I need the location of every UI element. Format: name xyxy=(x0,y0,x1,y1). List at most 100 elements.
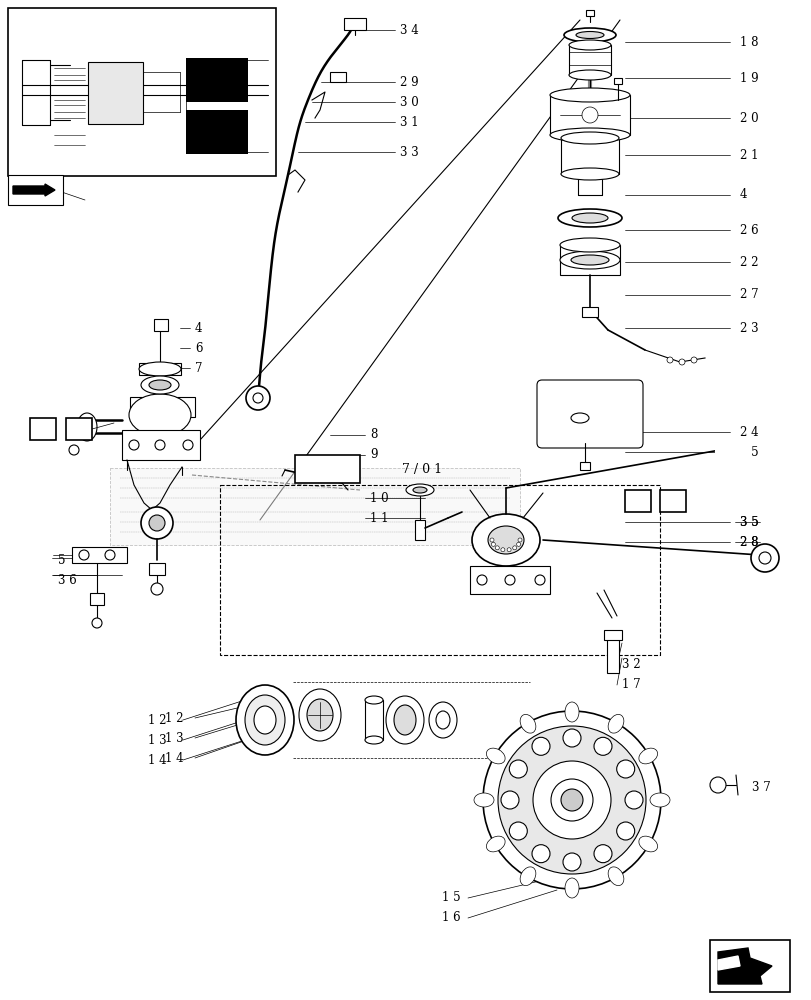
Circle shape xyxy=(624,791,642,809)
Ellipse shape xyxy=(254,706,276,734)
Bar xyxy=(8,175,63,205)
Text: 1: 1 xyxy=(39,422,46,436)
Ellipse shape xyxy=(483,711,660,889)
Circle shape xyxy=(594,845,611,863)
Text: 1 2: 1 2 xyxy=(165,712,183,724)
Circle shape xyxy=(512,546,516,550)
Bar xyxy=(470,566,549,594)
Circle shape xyxy=(500,791,518,809)
Text: 2 3: 2 3 xyxy=(739,322,757,334)
Ellipse shape xyxy=(474,793,493,807)
Circle shape xyxy=(476,575,487,585)
Text: 2: 2 xyxy=(668,494,676,508)
Circle shape xyxy=(500,548,504,552)
Circle shape xyxy=(508,822,526,840)
Text: 2 8: 2 8 xyxy=(739,536,757,548)
Circle shape xyxy=(155,440,165,450)
Polygon shape xyxy=(717,948,771,984)
Text: 6: 6 xyxy=(195,342,202,355)
Bar xyxy=(72,547,127,563)
Circle shape xyxy=(531,845,549,863)
Circle shape xyxy=(246,386,270,410)
Bar xyxy=(607,638,618,673)
Text: 3 0: 3 0 xyxy=(400,96,418,109)
Bar xyxy=(154,319,168,331)
Ellipse shape xyxy=(385,696,423,744)
Circle shape xyxy=(69,445,79,455)
Bar xyxy=(130,397,195,417)
Circle shape xyxy=(92,618,102,628)
Text: 2 4: 2 4 xyxy=(739,426,757,438)
Text: 3 4: 3 4 xyxy=(400,24,418,37)
Text: 2 6: 2 6 xyxy=(739,224,757,236)
Text: 3: 3 xyxy=(75,422,83,436)
Ellipse shape xyxy=(607,867,623,886)
Text: 7 / 0 1: 7 / 0 1 xyxy=(401,462,441,476)
Ellipse shape xyxy=(406,484,433,496)
Ellipse shape xyxy=(486,836,504,852)
Circle shape xyxy=(79,550,89,560)
Text: 1 9: 1 9 xyxy=(739,72,757,85)
Ellipse shape xyxy=(570,413,588,423)
Bar xyxy=(624,490,650,512)
Circle shape xyxy=(517,538,521,542)
Text: 9: 9 xyxy=(370,448,377,462)
Ellipse shape xyxy=(560,168,618,180)
Bar xyxy=(581,307,597,317)
Circle shape xyxy=(678,359,684,365)
Ellipse shape xyxy=(560,132,618,144)
Ellipse shape xyxy=(77,413,97,441)
Text: 2 7: 2 7 xyxy=(739,288,757,302)
Text: 4: 4 xyxy=(195,322,202,334)
Text: 2 5: 2 5 xyxy=(739,446,757,458)
Ellipse shape xyxy=(569,70,610,80)
Circle shape xyxy=(666,357,672,363)
Bar xyxy=(30,418,56,440)
Text: 7: 7 xyxy=(195,361,202,374)
Ellipse shape xyxy=(245,695,285,745)
Ellipse shape xyxy=(607,714,623,733)
Ellipse shape xyxy=(148,380,171,390)
Ellipse shape xyxy=(471,514,539,566)
Text: 2 8: 2 8 xyxy=(739,536,757,548)
Bar xyxy=(139,363,181,375)
Ellipse shape xyxy=(575,32,603,39)
Circle shape xyxy=(616,822,634,840)
Circle shape xyxy=(508,760,526,778)
Ellipse shape xyxy=(307,699,333,731)
Text: 3 7: 3 7 xyxy=(751,781,770,794)
Bar xyxy=(344,18,366,30)
Text: 3 6: 3 6 xyxy=(58,574,77,586)
Text: 2 0: 2 0 xyxy=(739,112,757,125)
Text: 1 0: 1 0 xyxy=(370,491,388,504)
Bar xyxy=(659,490,685,512)
Text: 1 4: 1 4 xyxy=(165,752,183,764)
Bar xyxy=(709,940,789,992)
Bar xyxy=(569,45,610,75)
Circle shape xyxy=(758,552,770,564)
Text: 3 2: 3 2 xyxy=(621,658,640,672)
Bar xyxy=(66,418,92,440)
Ellipse shape xyxy=(393,705,415,735)
Ellipse shape xyxy=(129,394,191,436)
Bar xyxy=(603,630,621,640)
Ellipse shape xyxy=(236,685,294,755)
Bar xyxy=(560,245,620,275)
Circle shape xyxy=(562,853,581,871)
Circle shape xyxy=(105,550,115,560)
Circle shape xyxy=(141,507,173,539)
Bar xyxy=(560,138,618,174)
Circle shape xyxy=(489,538,493,542)
Circle shape xyxy=(581,107,597,123)
Ellipse shape xyxy=(520,867,535,886)
Bar xyxy=(88,62,143,124)
Ellipse shape xyxy=(551,779,592,821)
Bar xyxy=(365,700,383,740)
Circle shape xyxy=(709,777,725,793)
Circle shape xyxy=(495,546,499,550)
Ellipse shape xyxy=(487,526,523,554)
Text: 1 4: 1 4 xyxy=(148,754,166,766)
Circle shape xyxy=(148,515,165,531)
Text: 3 5: 3 5 xyxy=(739,516,757,528)
Ellipse shape xyxy=(436,711,449,729)
